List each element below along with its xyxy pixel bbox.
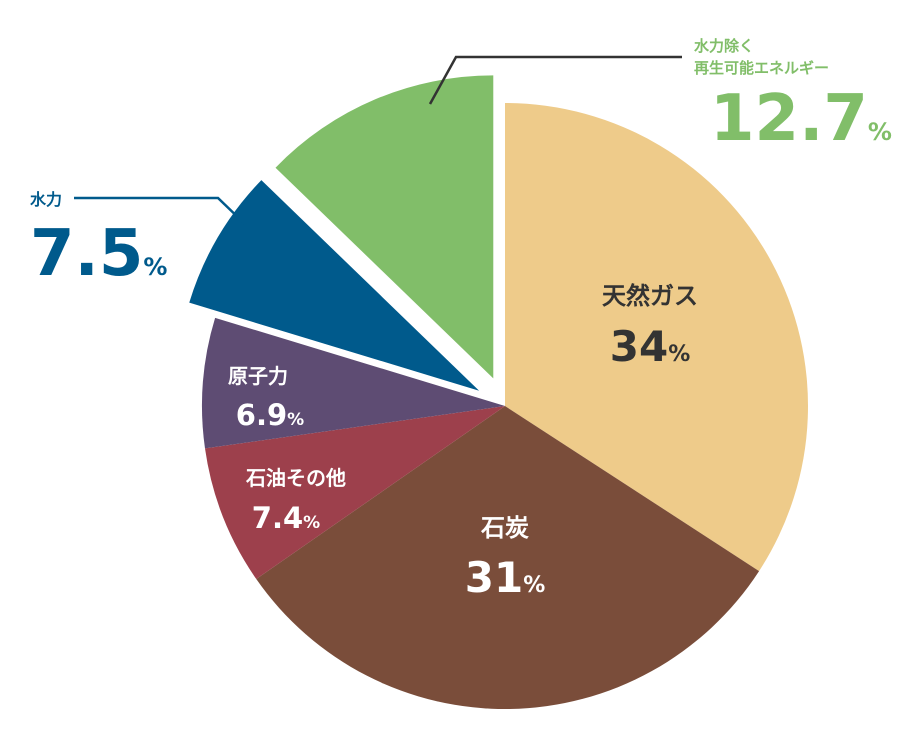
slice-value-coal: 31	[465, 553, 523, 602]
slice-nuclear	[202, 317, 506, 449]
slice-value-natural-gas: 34	[610, 322, 668, 371]
slice-label-natural-gas: 天然ガス	[602, 282, 698, 310]
slice-oil-other	[204, 406, 505, 580]
renewable-value: 12.7	[710, 82, 868, 156]
slice-value-natural-gas-text: 34%	[610, 322, 691, 371]
hydro-callout-line	[74, 196, 247, 226]
slice-value-coal-text: 31%	[465, 553, 546, 602]
renewable-label-line2: 再生可能エネルギー	[694, 59, 829, 77]
slice-natural-gas	[505, 103, 809, 572]
slice-unit-nuclear: %	[287, 410, 304, 430]
renewable-value-text: 12.7%	[710, 82, 892, 156]
slice-unit-coal: %	[523, 573, 545, 598]
slice-label-coal: 石炭	[480, 514, 529, 542]
slice-hydro	[189, 180, 480, 391]
slice-value-oil-other-text: 7.4%	[252, 501, 320, 535]
slice-unit-oil-other: %	[303, 513, 320, 533]
pie-slices	[189, 75, 809, 709]
slice-label-nuclear: 原子力	[228, 364, 288, 388]
slice-label-oil-other: 石油その他	[245, 466, 346, 490]
slice-unit-natural-gas: %	[668, 342, 690, 367]
renewable-unit: %	[868, 118, 892, 146]
hydro-label: 水力	[30, 190, 62, 209]
slice-coal	[256, 406, 760, 709]
hydro-unit: %	[143, 253, 167, 281]
slice-value-nuclear-text: 6.9%	[236, 398, 304, 432]
hydro-value-text: 7.5%	[30, 217, 167, 291]
slice-renewable	[275, 75, 494, 379]
hydro-value: 7.5	[30, 217, 143, 291]
renewable-callout-line	[428, 55, 682, 105]
slice-value-oil-other: 7.4	[252, 501, 303, 535]
renewable-label-line1: 水力除く	[694, 37, 754, 55]
slice-value-nuclear: 6.9	[236, 398, 287, 432]
